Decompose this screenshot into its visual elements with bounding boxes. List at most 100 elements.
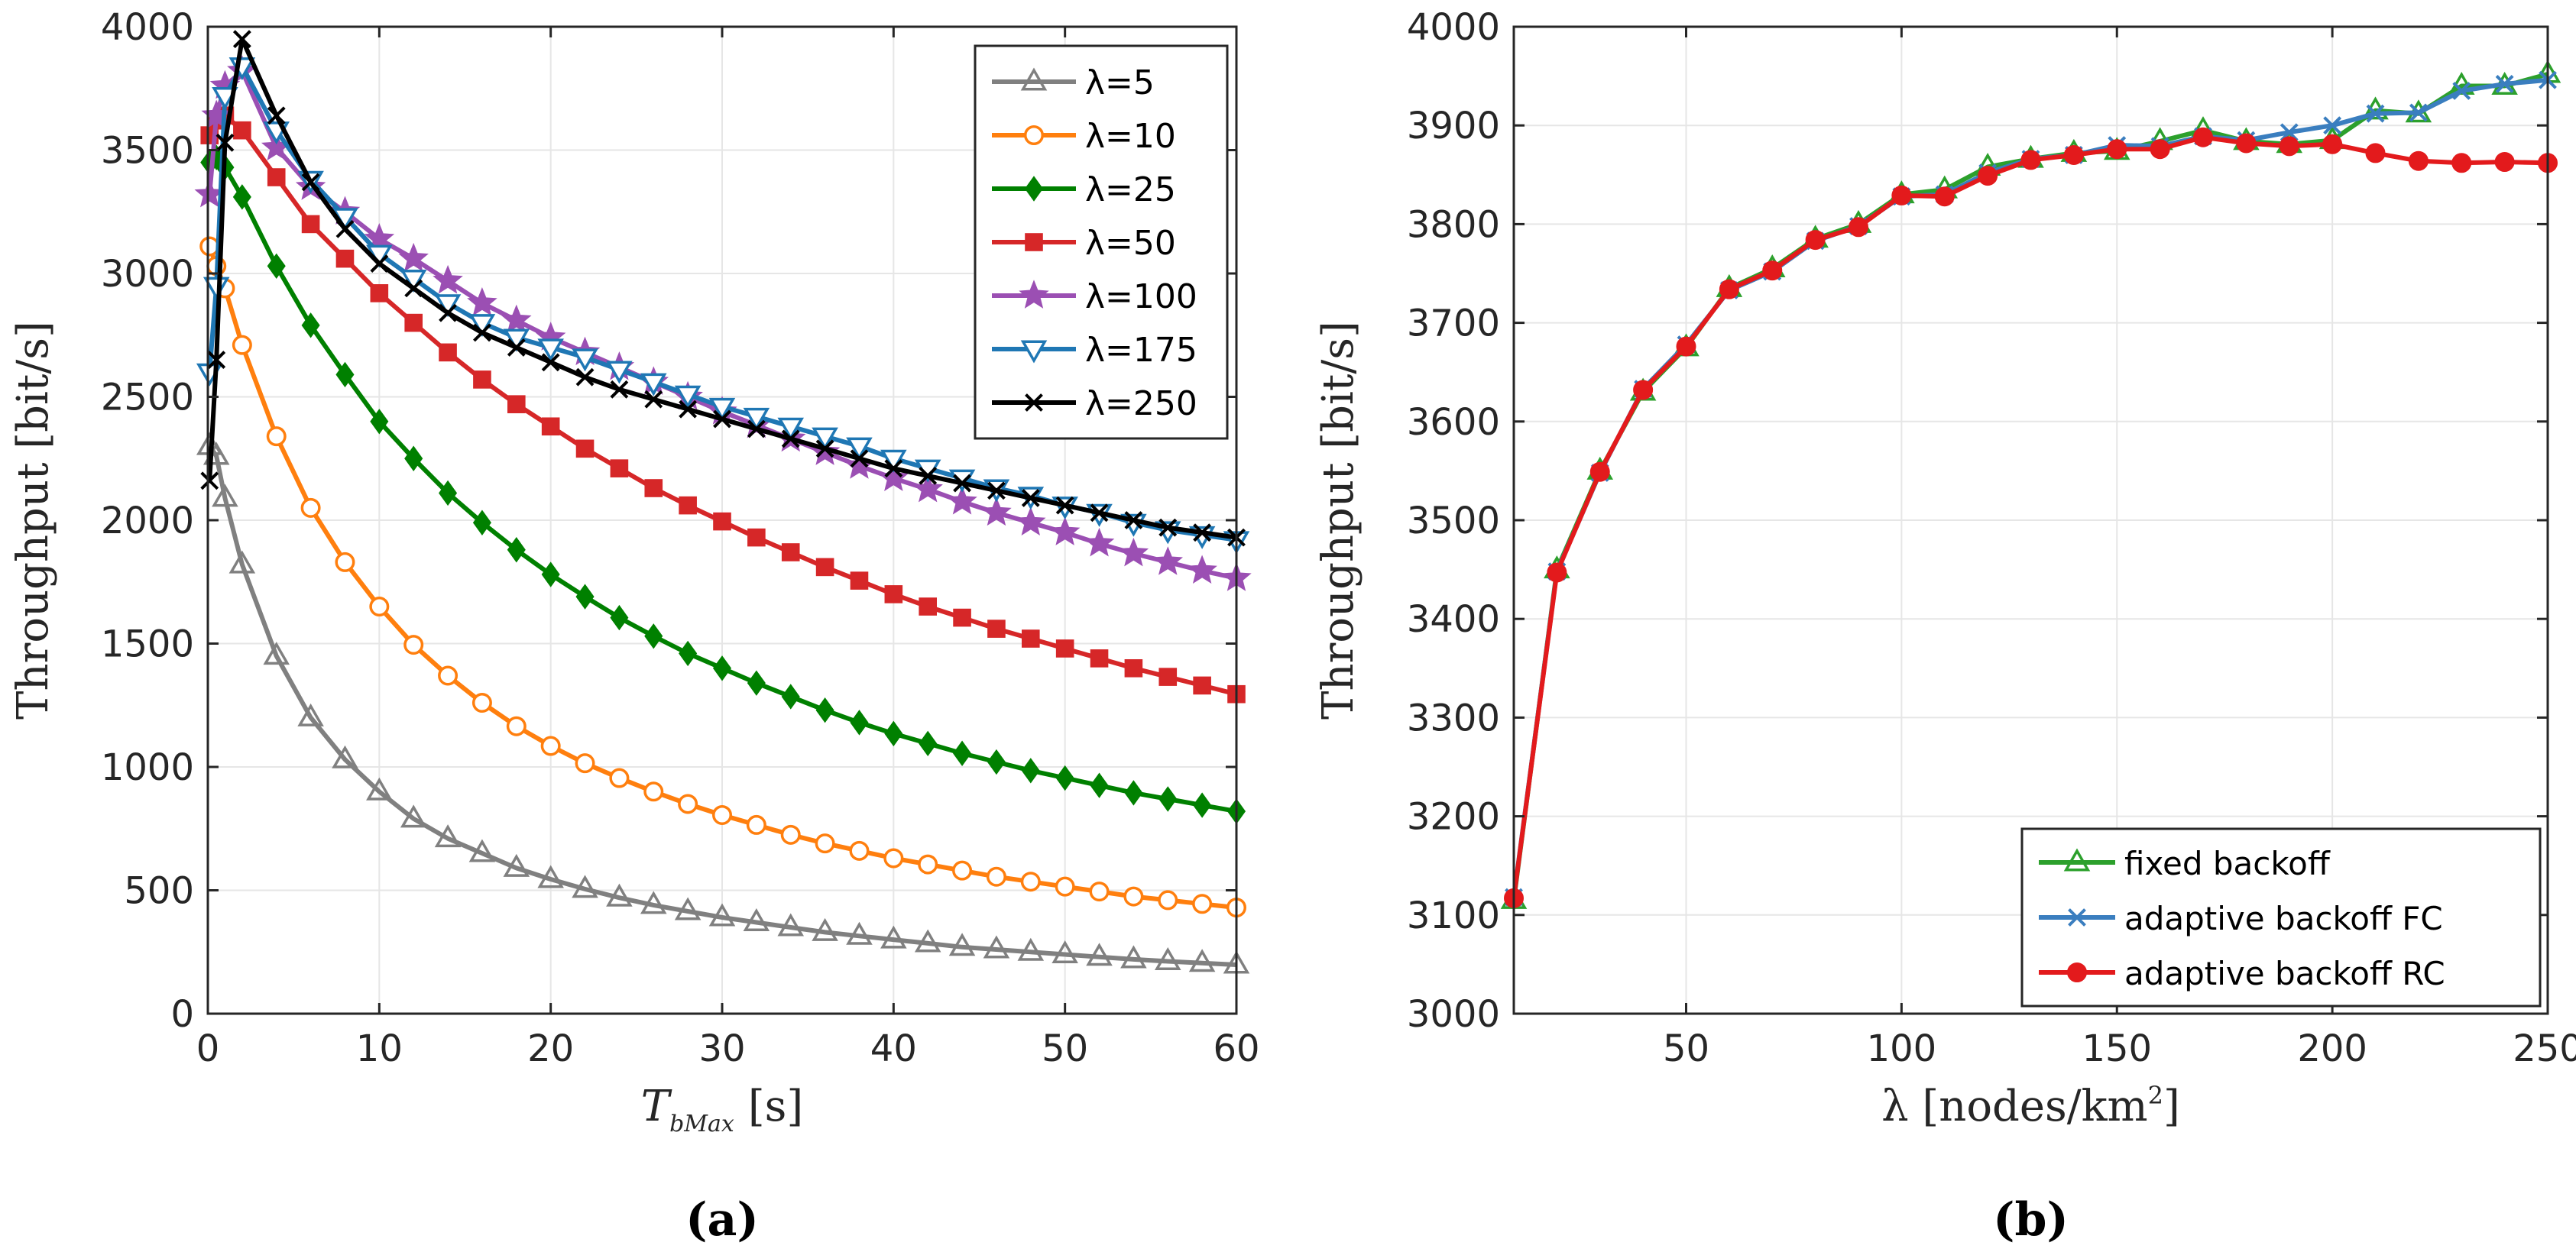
data-point-lambda-50 <box>370 284 389 302</box>
x-tick-label: 50 <box>1042 1027 1088 1070</box>
data-point-lambda-5 <box>366 777 393 801</box>
data-point-lambda-250 <box>439 303 457 322</box>
data-point-lambda-5 <box>674 897 702 920</box>
y-tick-label: 3900 <box>1407 105 1500 147</box>
y-tick-label: 2000 <box>101 500 194 542</box>
data-point-lambda-5 <box>1086 943 1113 966</box>
legend-marker <box>2067 962 2087 982</box>
data-point-lambda-250 <box>507 338 526 357</box>
data-point-lambda-10 <box>746 814 766 835</box>
data-point-lambda-10 <box>300 497 321 518</box>
panel-label-a: (a) <box>685 1193 759 1247</box>
legend-item-lambda-10: λ=10 <box>992 117 1176 156</box>
data-point-lambda-250 <box>884 459 903 478</box>
x-tick-label: 0 <box>196 1027 220 1070</box>
series-adaptive-backoff-rc <box>1504 127 2558 908</box>
legend-label: λ=175 <box>1085 331 1197 370</box>
data-point-lambda-100 <box>433 264 463 294</box>
data-point-lambda-5 <box>537 865 564 888</box>
data-point-lambda-175 <box>203 277 230 300</box>
data-point-lambda-50 <box>541 417 560 436</box>
data-point-adaptive-backoff-fc <box>2323 116 2342 135</box>
data-point-lambda-250 <box>1124 511 1143 529</box>
data-point-lambda-10 <box>883 848 904 869</box>
data-point-lambda-5 <box>434 824 462 848</box>
x-axis-label-b: λ [nodes/km2] <box>1881 1081 2180 1131</box>
data-point-lambda-10 <box>780 824 801 845</box>
data-point-lambda-50 <box>404 313 423 332</box>
legend-marker <box>2068 908 2086 927</box>
data-point-lambda-10 <box>643 781 664 802</box>
data-point-lambda-5 <box>1120 945 1147 969</box>
x-axis-label-b-close: ] <box>2163 1082 2180 1131</box>
line-lambda-5 <box>207 445 1237 967</box>
data-point-lambda-5 <box>1188 949 1216 972</box>
y-axis-label-b: Throughput [bit/s] <box>1314 321 1363 720</box>
data-point-lambda-50 <box>267 168 286 186</box>
data-point-lambda-250 <box>1090 503 1109 522</box>
data-point-lambda-250 <box>215 133 235 152</box>
data-point-lambda-250 <box>781 429 800 448</box>
data-point-lambda-5 <box>1017 937 1045 961</box>
x-tick-label: 150 <box>2082 1027 2152 1070</box>
data-point-lambda-50 <box>473 370 491 389</box>
y-tick-label: 1500 <box>101 623 194 666</box>
data-point-lambda-175 <box>572 348 598 372</box>
data-point-adaptive-backoff-rc <box>1547 562 1567 583</box>
legend-item-lambda-50: λ=50 <box>992 224 1176 263</box>
tick-labels-b: 50 100 150 200 250 3000 3100 3200 3300 3400 3500 36… <box>1407 6 2576 1070</box>
data-point-lambda-250 <box>473 323 491 342</box>
data-point-lambda-10 <box>986 866 1006 887</box>
data-point-lambda-175 <box>708 397 736 421</box>
data-point-lambda-250 <box>232 30 251 49</box>
data-point-lambda-5 <box>777 913 805 937</box>
data-point-lambda-50 <box>1022 629 1040 648</box>
data-point-lambda-10 <box>1089 882 1110 902</box>
data-point-lambda-175 <box>880 449 907 473</box>
data-point-lambda-25 <box>404 445 423 471</box>
data-point-lambda-50 <box>679 496 697 515</box>
legend-marker <box>1024 125 1044 145</box>
y-tick-label: 3500 <box>101 130 194 173</box>
legend-marker <box>1020 67 1048 91</box>
data-point-lambda-5 <box>606 883 633 907</box>
data-point-adaptive-backoff-rc <box>1589 461 1610 482</box>
data-point-lambda-250 <box>953 474 971 493</box>
data-point-lambda-5 <box>468 839 496 862</box>
data-point-lambda-250 <box>301 173 320 192</box>
data-point-adaptive-backoff-rc <box>2365 143 2386 163</box>
data-point-lambda-5 <box>948 933 976 956</box>
data-point-lambda-175 <box>812 427 838 451</box>
data-point-lambda-5 <box>228 550 256 574</box>
legend-a: λ=5 λ=10 λ=25 λ=50 λ=100 λ=175 λ=250 <box>974 44 1229 440</box>
data-point-adaptive-backoff-rc <box>2279 136 2299 157</box>
y-tick-label: 3600 <box>1407 401 1500 444</box>
data-point-adaptive-backoff-rc <box>2063 144 2084 165</box>
data-point-lambda-25 <box>712 655 732 681</box>
y-tick-label: 3400 <box>1407 598 1500 641</box>
data-point-lambda-50 <box>1124 659 1143 678</box>
data-point-lambda-10 <box>335 552 355 572</box>
legend-item-lambda-250: λ=250 <box>992 384 1197 423</box>
data-point-lambda-100 <box>398 242 429 272</box>
data-point-lambda-250 <box>404 279 423 298</box>
x-axis-label-a-sub: bMax <box>669 1111 734 1137</box>
series-lambda-250 <box>200 30 1246 547</box>
data-point-lambda-250 <box>919 466 938 485</box>
data-point-lambda-25 <box>1193 792 1212 818</box>
x-axis-label-a-main: T <box>641 1082 672 1131</box>
data-point-lambda-10 <box>1123 886 1144 907</box>
data-point-lambda-175 <box>777 417 805 441</box>
data-point-lambda-10 <box>438 665 458 686</box>
data-point-lambda-175 <box>674 385 702 409</box>
x-tick-label: 20 <box>527 1027 574 1070</box>
data-point-lambda-50 <box>439 343 457 362</box>
data-point-lambda-100 <box>912 473 943 503</box>
data-point-lambda-25 <box>987 749 1006 775</box>
data-point-adaptive-backoff-rc <box>2107 139 2127 160</box>
data-point-lambda-10 <box>815 833 835 854</box>
data-point-lambda-25 <box>370 409 389 435</box>
y-tick-label: 500 <box>124 870 194 913</box>
data-point-lambda-25 <box>439 480 458 506</box>
